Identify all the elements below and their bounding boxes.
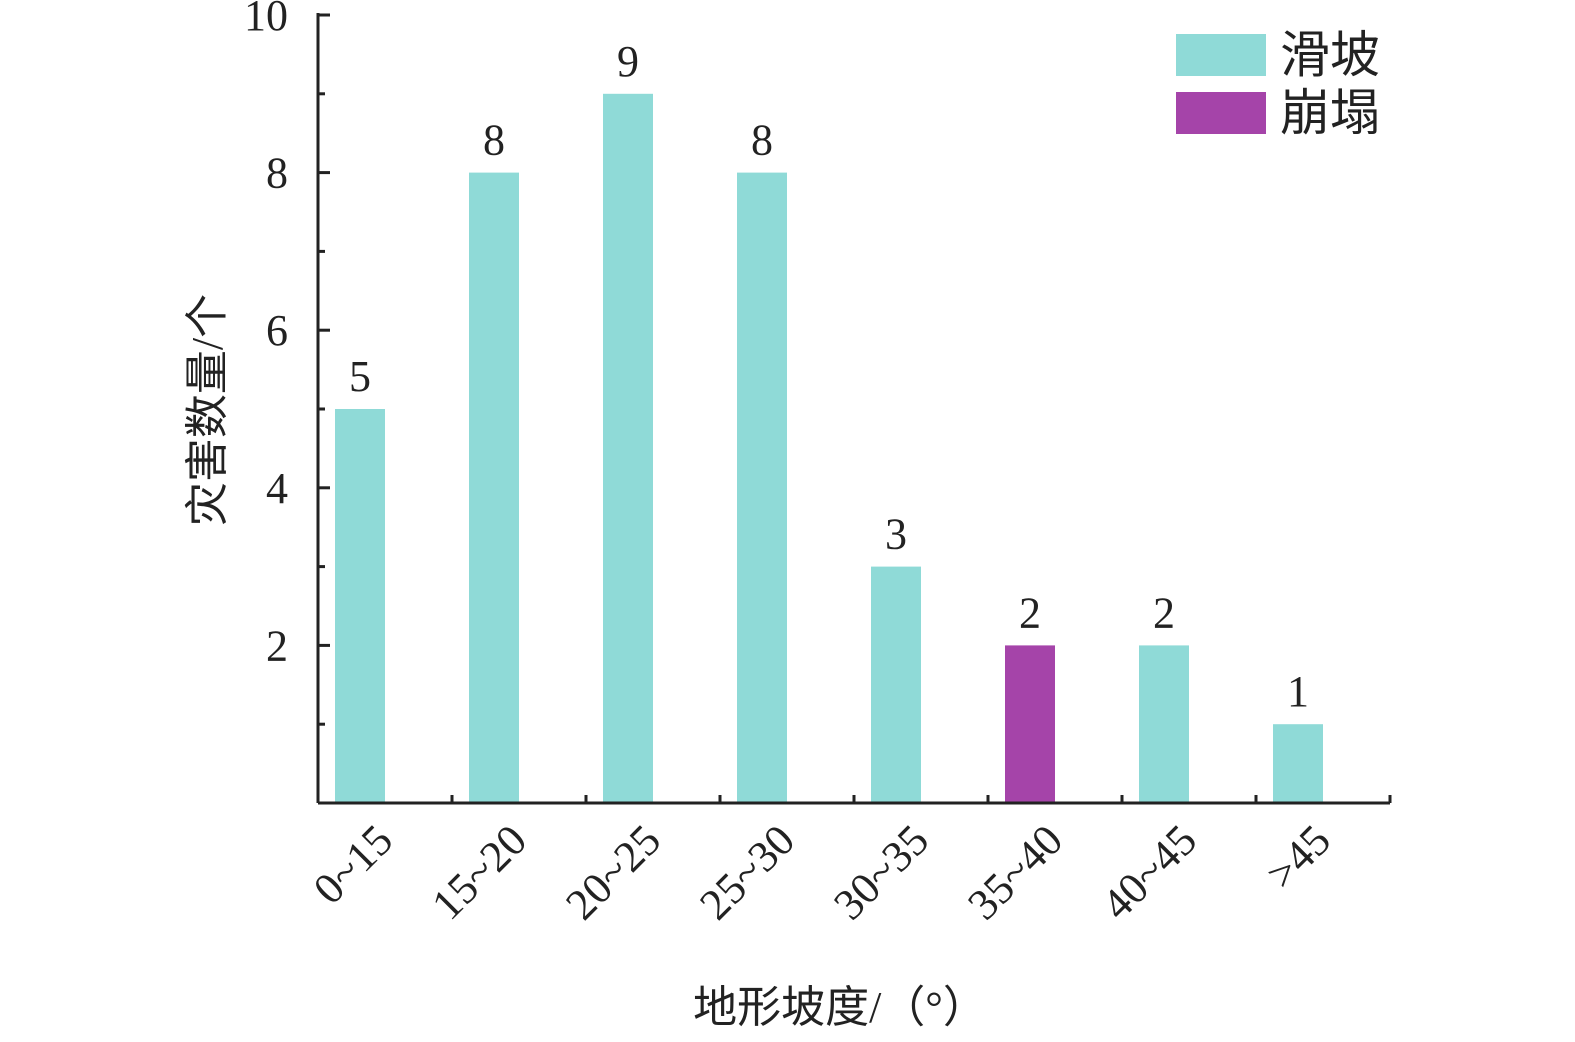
x-tick-label-0: 0~15 — [304, 815, 402, 913]
data-label-7-0: 1 — [1287, 667, 1309, 716]
x-tick-label-3: 25~30 — [690, 815, 804, 929]
data-label-5-1: 2 — [1019, 588, 1041, 637]
data-label-6-0: 2 — [1153, 588, 1175, 637]
x-tick-label-5: 35~40 — [958, 815, 1072, 929]
data-label-3-0: 8 — [751, 116, 773, 165]
x-tick-label-2: 20~25 — [556, 815, 670, 929]
data-label-1-0: 8 — [483, 116, 505, 165]
bar-landslide-3 — [737, 172, 787, 804]
legend-label-landslide: 滑坡 — [1280, 27, 1380, 83]
x-tick-label-1: 15~20 — [422, 815, 536, 929]
x-axis-title: 地形坡度/（°） — [693, 983, 987, 1032]
y-tick-label-2: 2 — [266, 621, 288, 670]
data-label-2-0: 9 — [617, 37, 639, 86]
bar-collapse-5 — [1005, 645, 1055, 803]
data-label-0-0: 5 — [349, 352, 371, 401]
bar-landslide-0 — [335, 409, 385, 803]
x-tick-label-7: >45 — [1257, 815, 1340, 898]
legend-swatch-collapse — [1176, 92, 1266, 134]
bar-landslide-4 — [871, 566, 921, 803]
y-tick-label-6: 6 — [266, 306, 288, 355]
bars-layer — [335, 93, 1323, 804]
bar-landslide-1 — [469, 172, 519, 804]
y-tick-label-4: 4 — [266, 464, 288, 513]
data-label-4-0: 3 — [885, 510, 907, 559]
bar-landslide-6 — [1139, 645, 1189, 803]
legend-swatch-landslide — [1176, 34, 1266, 76]
y-tick-label-10: 10 — [244, 0, 288, 40]
x-tick-label-4: 30~35 — [824, 815, 938, 929]
x-tick-label-6: 40~45 — [1092, 815, 1206, 929]
y-axis-title: 灾害数量/个 — [183, 294, 232, 526]
legend-label-collapse: 崩塌 — [1280, 85, 1380, 141]
axes-layer — [316, 13, 1392, 805]
bar-landslide-7 — [1273, 724, 1323, 803]
y-tick-label-8: 8 — [266, 149, 288, 198]
bar-landslide-2 — [603, 93, 653, 804]
